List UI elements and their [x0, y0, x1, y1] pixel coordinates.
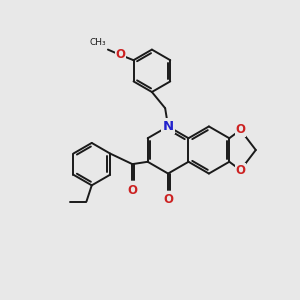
Text: O: O [115, 48, 125, 62]
Text: CH₃: CH₃ [90, 38, 106, 47]
Text: O: O [236, 164, 245, 176]
Text: O: O [236, 124, 245, 136]
Text: O: O [128, 184, 137, 197]
Text: O: O [163, 193, 173, 206]
Text: N: N [163, 120, 174, 133]
